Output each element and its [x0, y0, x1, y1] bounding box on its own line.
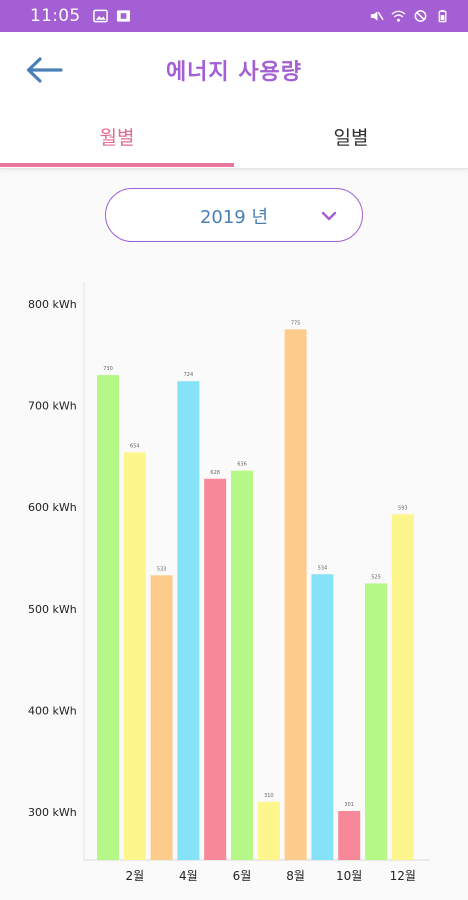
- bar-value-label: 593: [398, 505, 408, 511]
- back-button[interactable]: [22, 50, 66, 90]
- y-tick-label: 500 kWh: [28, 603, 77, 616]
- bar-8월: [284, 329, 307, 860]
- bar-value-label: 730: [103, 366, 113, 372]
- bar-2월: [123, 452, 146, 860]
- bar-value-label: 654: [130, 443, 140, 449]
- do-not-disturb-icon: [414, 10, 427, 22]
- tab-indicator: [0, 163, 234, 167]
- x-tick-label: 8월: [286, 869, 305, 883]
- bar-3월: [150, 575, 173, 860]
- bar-4월: [177, 381, 200, 860]
- x-tick-label: 12월: [390, 869, 416, 883]
- notification-box-icon: [116, 10, 130, 22]
- bar-9월: [311, 574, 334, 860]
- bar-value-label: 525: [371, 574, 381, 580]
- x-tick-label: 2월: [125, 869, 144, 883]
- app-bar: 에너지 사용량: [0, 32, 468, 108]
- status-time: 11:05: [30, 6, 81, 26]
- x-tick-label: 4월: [179, 869, 198, 883]
- y-tick-label: 800 kWh: [28, 298, 77, 311]
- bar-1월: [97, 375, 119, 860]
- bar-value-label: 534: [318, 565, 328, 571]
- bar-10월: [338, 810, 361, 860]
- bar-value-label: 775: [291, 320, 301, 326]
- bar-11월: [365, 583, 387, 860]
- bar-5월: [204, 478, 227, 860]
- tab-monthly[interactable]: 월별: [99, 127, 135, 149]
- mute-icon: [370, 11, 384, 21]
- bar-value-label: 724: [184, 372, 194, 378]
- tab-bar: 월별 일별: [0, 108, 468, 169]
- bar-value-label: 628: [210, 470, 220, 476]
- bar-value-label: 310: [264, 793, 274, 799]
- year-label: 2019 년: [199, 207, 269, 228]
- year-selector[interactable]: 2019 년: [105, 188, 363, 242]
- page-title: 에너지 사용량: [165, 60, 303, 85]
- x-tick-label: 6월: [233, 869, 252, 883]
- status-bar: 11:05: [0, 0, 468, 32]
- chevron-down-icon: [321, 211, 337, 221]
- image-icon: [92, 9, 108, 23]
- y-tick-label: 700 kWh: [28, 400, 77, 413]
- tab-daily[interactable]: 일별: [333, 127, 369, 149]
- battery-icon: [438, 9, 447, 23]
- bar-value-label: 636: [237, 462, 247, 468]
- bar-value-label: 533: [157, 566, 167, 572]
- x-tick-label: 10월: [336, 869, 362, 883]
- wifi-icon: [391, 10, 406, 22]
- arrow-left-icon: [26, 57, 63, 83]
- bar-7월: [257, 801, 280, 860]
- bar-chart: 300 kWh 400 kWh 500 kWh 600 kWh 700 kWh 800 k…: [28, 282, 430, 883]
- y-tick-label: 600 kWh: [28, 501, 77, 514]
- bar-value-label: 301: [344, 802, 354, 808]
- y-tick-label: 300 kWh: [28, 806, 77, 819]
- y-tick-label: 400 kWh: [28, 704, 77, 717]
- bar-6월: [231, 470, 253, 860]
- bar-12월: [391, 514, 414, 860]
- energy-chart: 300 kWh 400 kWh 500 kWh 600 kWh 700 kWh 800 k…: [0, 270, 468, 900]
